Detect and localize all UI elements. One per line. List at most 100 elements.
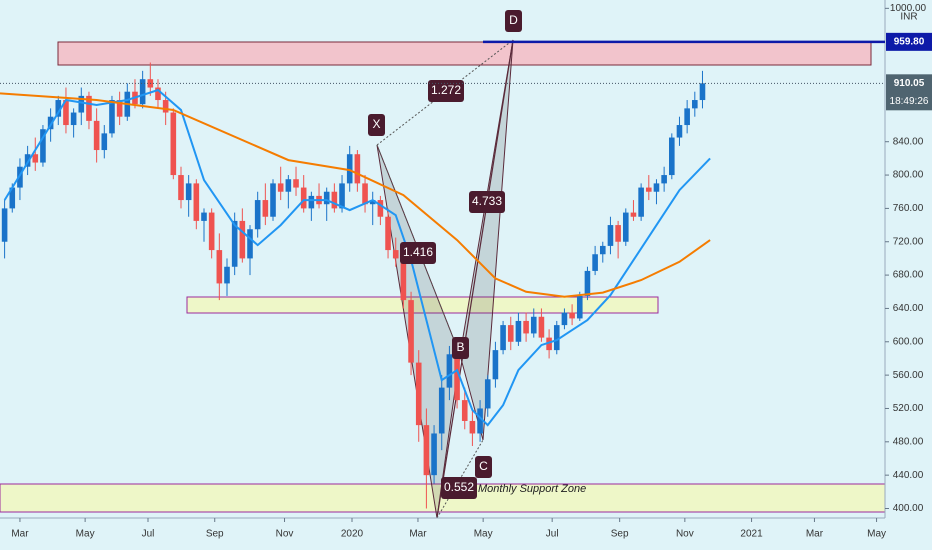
candle-body	[392, 250, 399, 259]
ratio-label: 1.272	[431, 83, 461, 97]
moving-average	[0, 92, 711, 298]
price-labels: 400.00 440.00 480.00 520.00 560.00 600.00 640.…	[0, 3, 932, 540]
candle-body	[354, 154, 361, 184]
candle-body	[277, 183, 284, 192]
y-tick-label: 640.00	[893, 303, 924, 314]
candle-body	[553, 325, 560, 351]
candle-body	[607, 225, 614, 246]
candle-body	[469, 420, 476, 434]
x-tick-label: Jul	[546, 529, 559, 540]
label-box	[475, 456, 492, 478]
zone-label: Monthly Support Zone	[478, 483, 586, 495]
candle-body	[285, 179, 292, 192]
candle-body	[692, 100, 698, 109]
candle-body	[17, 166, 23, 188]
y-tick-label: 800.00	[893, 170, 924, 181]
candle-body	[653, 183, 660, 192]
x-tick-label: May	[76, 529, 95, 540]
candle-body	[492, 350, 499, 380]
y-tick-label: 560.00	[893, 370, 924, 381]
candle-body	[385, 216, 391, 251]
candle-body	[55, 100, 62, 117]
candle-body	[538, 316, 545, 338]
candle-body	[684, 108, 690, 126]
x-tick-label: Mar	[806, 529, 824, 540]
x-tick-label: Mar	[409, 529, 427, 540]
price-tag	[886, 74, 932, 111]
candle-body	[47, 116, 54, 130]
label-box	[368, 114, 385, 136]
ratio-label: 1.416	[403, 245, 433, 259]
ratio-label: 0.552	[444, 480, 474, 494]
candle-body	[530, 316, 537, 334]
candle-body	[308, 195, 315, 209]
candle-body	[515, 320, 522, 342]
candle-body	[599, 245, 606, 255]
candle-body	[86, 95, 92, 121]
candle-body	[523, 320, 529, 334]
y-tick-label: 480.00	[893, 436, 924, 447]
candle-body	[676, 125, 683, 138]
candle-body	[346, 154, 353, 184]
currency-label: INR	[900, 12, 917, 23]
countdown-label: 18:49:26	[890, 96, 929, 107]
candle-body	[178, 175, 184, 201]
point-label: B	[456, 340, 464, 354]
x-tick-label: 2020	[341, 529, 364, 540]
y-tick-label: 440.00	[893, 470, 924, 481]
point-label: D	[509, 13, 518, 27]
candle-body	[40, 129, 46, 163]
y-tick-label: 1000.00	[890, 3, 927, 14]
candle-body	[262, 200, 269, 217]
candle-body	[507, 325, 514, 342]
candle-body	[9, 187, 16, 209]
label-box	[428, 80, 464, 102]
candle-body	[477, 408, 483, 434]
candle-body	[70, 112, 77, 126]
candle-body	[32, 154, 39, 163]
candle-body	[162, 100, 169, 113]
label-box	[441, 477, 477, 499]
candle-body	[699, 83, 706, 101]
resistance-zone	[57, 41, 872, 66]
candle-body	[254, 200, 261, 230]
x-tick-label: Jul	[142, 529, 155, 540]
candle-body	[369, 200, 376, 205]
price-tag-label: 910.05	[894, 78, 925, 89]
pattern-leg	[436, 39, 514, 519]
candle-body	[101, 133, 108, 151]
candle-body	[569, 312, 575, 319]
candle-body	[239, 220, 246, 259]
candle-body	[546, 337, 552, 351]
candle-body	[109, 100, 115, 134]
candle-body	[224, 266, 230, 284]
candle-body	[669, 137, 675, 176]
candle-body	[293, 179, 299, 188]
candle-body	[446, 354, 453, 388]
candle-body	[661, 175, 667, 184]
x-tick-label: May	[867, 529, 886, 540]
candle-body	[116, 100, 123, 117]
candle-body	[622, 212, 629, 242]
label-box	[469, 191, 505, 213]
candle-body	[408, 300, 414, 363]
label-box	[452, 337, 469, 359]
x-tick-label: May	[474, 529, 493, 540]
candle-body	[415, 362, 422, 426]
candle-body	[193, 183, 200, 221]
x-tick-label: Mar	[11, 529, 29, 540]
candle-body	[630, 212, 637, 217]
x-tick-label: 2021	[740, 529, 763, 540]
y-tick-label: 600.00	[893, 336, 924, 347]
candle-body	[247, 229, 253, 259]
candle-body	[500, 325, 506, 351]
y-tick-label: 840.00	[893, 136, 924, 147]
candle-body	[592, 254, 598, 271]
candle-body	[615, 225, 621, 242]
candle-body	[584, 270, 591, 296]
candle-body	[377, 200, 384, 217]
candle-body	[323, 191, 330, 205]
candle-body	[139, 79, 146, 105]
candle-body	[339, 183, 345, 209]
